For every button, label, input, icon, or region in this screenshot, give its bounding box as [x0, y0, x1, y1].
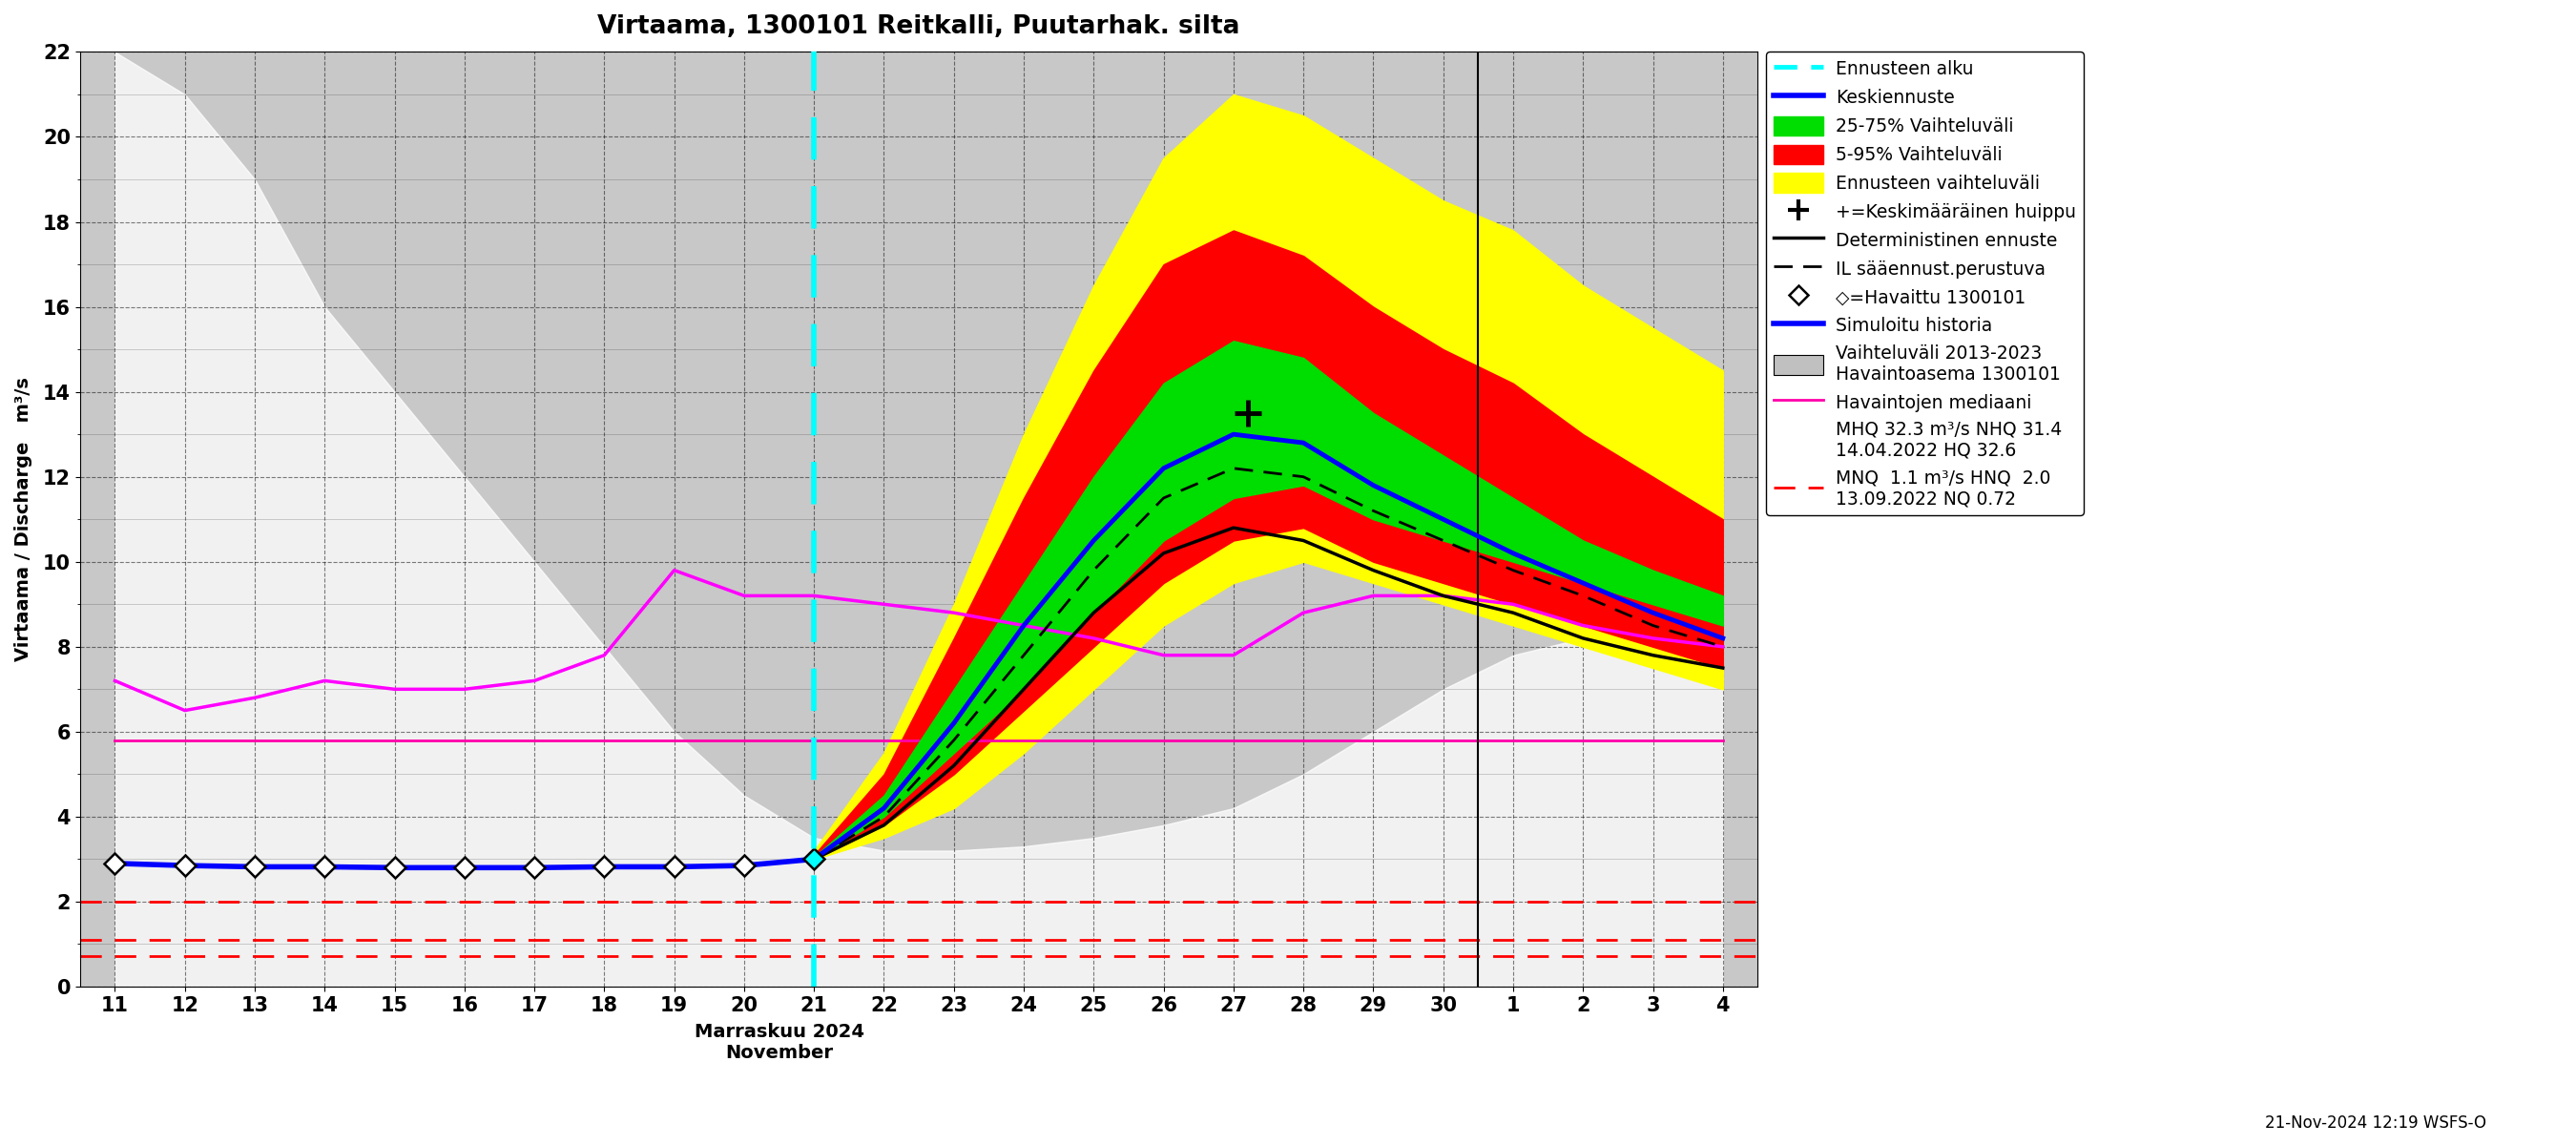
Text: November: November	[726, 1044, 832, 1063]
Legend: Ennusteen alku, Keskiennuste, 25-75% Vaihteluväli, 5-95% Vaihteluväli, Ennusteen: Ennusteen alku, Keskiennuste, 25-75% Vai…	[1767, 52, 2084, 515]
Text: Marraskuu 2024: Marraskuu 2024	[693, 1022, 863, 1041]
Text: 21-Nov-2024 12:19 WSFS-O: 21-Nov-2024 12:19 WSFS-O	[2264, 1114, 2486, 1131]
Y-axis label: Virtaama / Discharge   m³/s: Virtaama / Discharge m³/s	[15, 377, 33, 662]
Title: Virtaama, 1300101 Reitkalli, Puutarhak. silta: Virtaama, 1300101 Reitkalli, Puutarhak. …	[598, 14, 1239, 39]
